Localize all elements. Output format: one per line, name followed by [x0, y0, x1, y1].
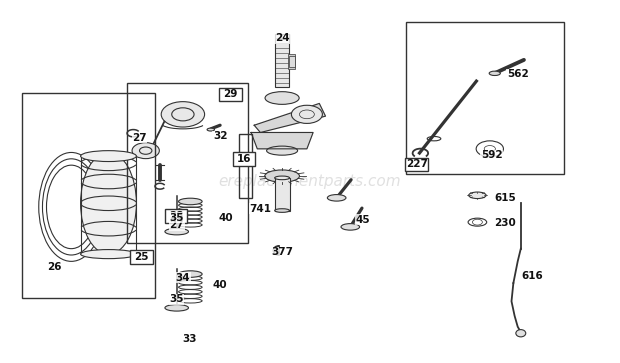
Text: ereplacementparts.com: ereplacementparts.com — [219, 174, 401, 189]
Text: 29: 29 — [223, 89, 238, 99]
Bar — [232, 152, 255, 166]
Ellipse shape — [516, 330, 526, 337]
Text: 562: 562 — [507, 69, 529, 79]
Bar — [165, 209, 187, 223]
Bar — [405, 158, 428, 171]
Bar — [22, 93, 155, 298]
Circle shape — [161, 102, 205, 127]
Text: 616: 616 — [521, 271, 543, 281]
Ellipse shape — [275, 209, 290, 212]
Text: 27: 27 — [169, 220, 184, 230]
Circle shape — [291, 105, 322, 123]
Bar — [239, 134, 252, 198]
Text: 16: 16 — [236, 154, 251, 164]
Ellipse shape — [165, 228, 188, 235]
Circle shape — [132, 143, 159, 159]
Bar — [127, 83, 248, 243]
Text: 25: 25 — [134, 252, 149, 262]
Ellipse shape — [275, 176, 290, 180]
Text: 592: 592 — [481, 150, 502, 160]
Text: 33: 33 — [182, 334, 197, 344]
Ellipse shape — [165, 305, 188, 311]
Bar — [219, 88, 242, 101]
Text: 377: 377 — [271, 247, 293, 257]
Text: 615: 615 — [494, 193, 516, 203]
Ellipse shape — [179, 198, 202, 205]
Ellipse shape — [81, 250, 136, 258]
Text: 227: 227 — [405, 159, 428, 169]
Text: 35: 35 — [169, 213, 184, 223]
Ellipse shape — [469, 192, 486, 199]
Ellipse shape — [207, 128, 215, 131]
Polygon shape — [254, 103, 326, 132]
Ellipse shape — [81, 152, 136, 254]
Text: 34: 34 — [175, 273, 190, 283]
Text: 40: 40 — [213, 280, 228, 290]
Bar — [406, 22, 564, 174]
Ellipse shape — [267, 146, 298, 155]
Polygon shape — [251, 132, 313, 149]
Bar — [275, 178, 290, 211]
Bar — [288, 54, 294, 69]
Ellipse shape — [341, 224, 360, 230]
Text: 27: 27 — [132, 133, 147, 143]
Text: 26: 26 — [46, 262, 61, 272]
Ellipse shape — [179, 271, 202, 277]
Ellipse shape — [489, 71, 500, 76]
Text: 32: 32 — [213, 131, 228, 141]
Text: 230: 230 — [494, 218, 516, 228]
Bar — [289, 56, 294, 67]
Text: 35: 35 — [169, 294, 184, 305]
Text: 24: 24 — [275, 33, 290, 43]
Bar — [275, 34, 289, 87]
Text: 40: 40 — [219, 213, 234, 223]
Text: 45: 45 — [355, 215, 370, 225]
Ellipse shape — [81, 151, 136, 162]
Text: 28: 28 — [169, 211, 184, 221]
Ellipse shape — [327, 195, 346, 201]
Text: 741: 741 — [249, 204, 272, 214]
Bar — [130, 250, 153, 264]
Ellipse shape — [265, 170, 299, 182]
Ellipse shape — [265, 91, 299, 105]
